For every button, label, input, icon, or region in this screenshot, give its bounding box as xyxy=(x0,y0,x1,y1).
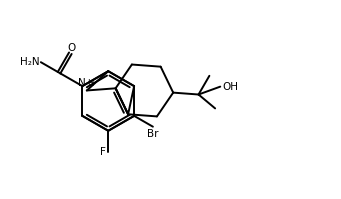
Text: O: O xyxy=(68,43,76,53)
Text: Br: Br xyxy=(147,129,159,139)
Text: H: H xyxy=(87,79,93,89)
Text: N: N xyxy=(78,78,86,89)
Text: H₂N: H₂N xyxy=(20,57,40,67)
Text: OH: OH xyxy=(222,82,238,92)
Text: F: F xyxy=(100,147,106,157)
